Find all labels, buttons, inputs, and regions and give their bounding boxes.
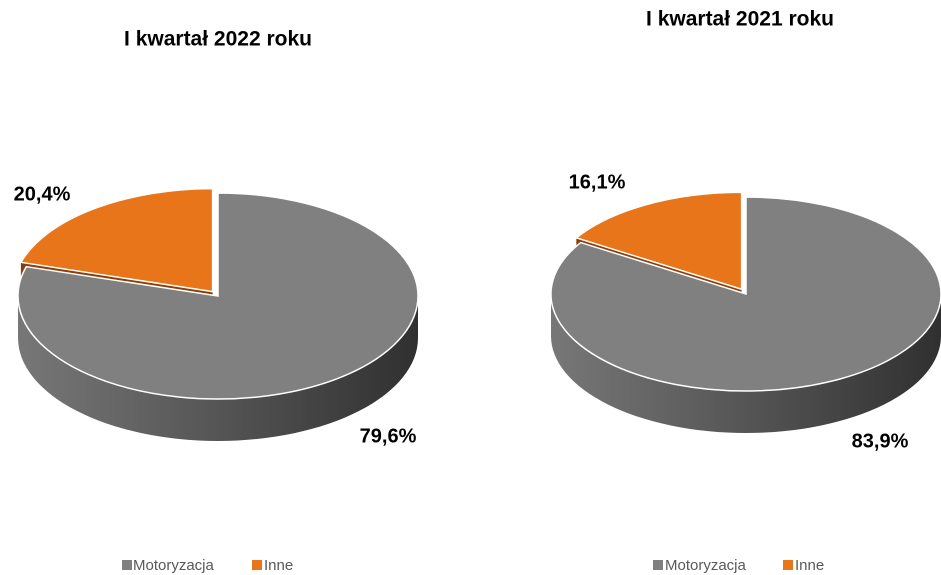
- legend-swatch: [783, 560, 793, 570]
- legend-label: Inne: [795, 557, 824, 574]
- legend-label: Motoryzacja: [133, 557, 215, 574]
- data-label: 83,9%: [852, 430, 909, 452]
- data-label: 16,1%: [569, 171, 626, 193]
- chart-title: I kwartał 2021 roku: [646, 8, 834, 31]
- slice: [574, 191, 743, 291]
- slice: [17, 192, 419, 400]
- legend-swatch: [653, 560, 663, 570]
- slice: [550, 196, 941, 392]
- slice-side: [551, 294, 941, 433]
- data-label: 79,6%: [360, 425, 417, 447]
- slice: [19, 187, 214, 293]
- legend-swatch: [122, 560, 132, 570]
- legend-label: Motoryzacja: [665, 557, 747, 574]
- chart-title: I kwartał 2022 roku: [124, 28, 312, 51]
- data-label: 20,4%: [14, 183, 71, 205]
- legend-swatch: [252, 560, 262, 570]
- legend-label: Inne: [264, 557, 293, 574]
- slice-side: [18, 296, 418, 441]
